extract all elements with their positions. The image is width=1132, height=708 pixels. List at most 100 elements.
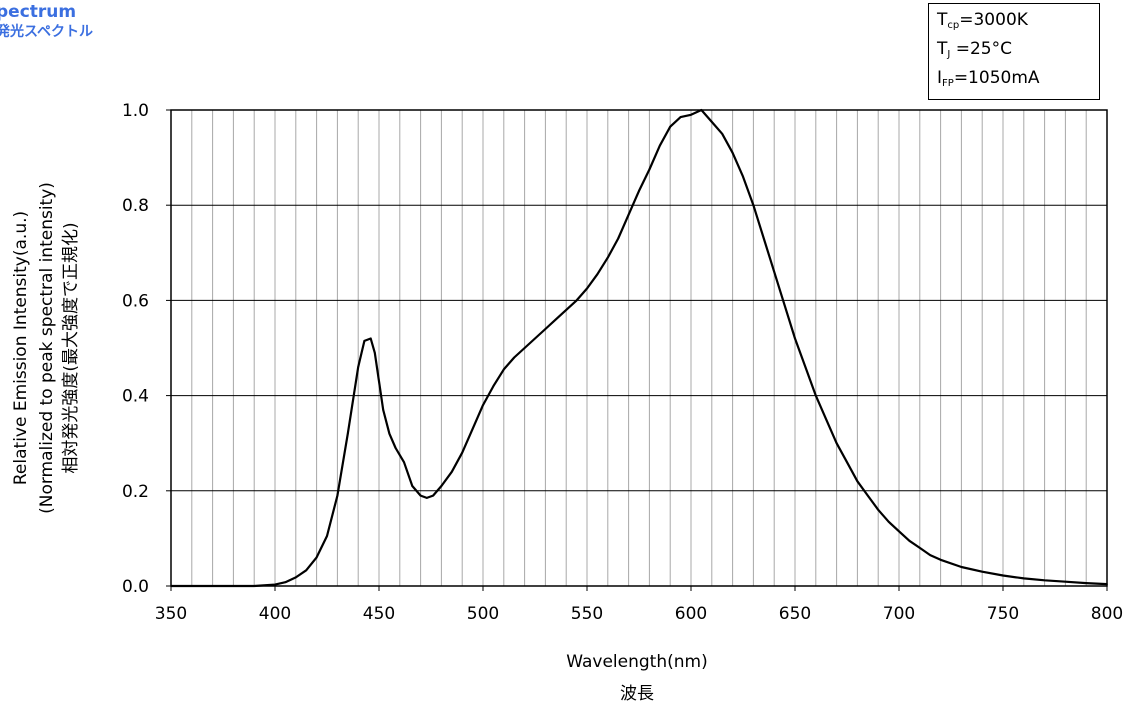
x-tick-label: 600 [675,604,707,624]
x-tick-label: 650 [779,604,811,624]
spectrum-point [607,256,609,259]
condition-ifp-symbol: I [937,68,943,88]
spectrum-point [419,494,422,497]
chart-ticks [166,109,1108,591]
spectrum-point [555,318,557,321]
spectrum-point [856,480,859,483]
plot-frame [170,109,1108,587]
x-tick-label: 500 [467,604,499,624]
spectrum-point [929,554,931,556]
spectrum-point [357,366,360,368]
spectrum-point [960,566,963,568]
chart-grid [171,110,1107,586]
spectrum-point [471,428,474,430]
spectrum-point [513,356,515,359]
spectrum-point [846,461,848,464]
y-tick-label: 0.2 [122,482,149,502]
spectrum-point [804,366,807,368]
spectrum-point [887,520,890,523]
spectrum-point [919,547,921,549]
spectrum-point [503,368,505,371]
condition-ifp-subscript: FP [942,78,954,89]
chart-labels: 350 400 450 500 550 600 650 700 750 800 0.0 0.2 0.4 0… [122,101,1123,624]
spectrum-point [825,418,827,421]
y-tick-label: 0.4 [122,387,149,407]
spectrum-point [763,237,765,240]
y-axis-title-line1: Relative Emission Intensity(a.u.) [11,211,31,485]
spectrum-point [534,337,536,340]
spectrum-point [374,351,376,354]
spectrum-point [284,581,287,583]
spectrum-point [711,121,713,123]
spectrum-point [1064,580,1067,583]
spectrum-point [939,559,942,561]
spectrum-point [336,494,339,497]
x-tick-label: 750 [987,604,1019,624]
spectrum-point [867,494,869,497]
spectrum-point [794,337,796,340]
condition-tcp-subscript: cp [947,20,960,31]
spectrum-point [617,237,619,240]
conditions-box: Tcp=3000K TJ =25°C IFP=1050mA [928,3,1100,100]
condition-tcp: Tcp=3000K [937,9,1028,31]
spectrum-point [981,570,983,573]
chart-series [170,108,1108,588]
spectrum-point [575,299,578,302]
page-title-line2: 発光スペクトル [0,24,94,40]
spectrum-point [586,287,588,290]
spectrum-point [369,337,372,340]
y-tick-label: 0.0 [122,577,149,597]
spectrum-point [690,113,692,116]
condition-tj: TJ =25°C [937,38,1012,60]
spectrum-point [742,175,744,178]
spectrum-point [274,583,276,586]
spectrum-point [315,556,318,559]
condition-tcp-value: =3000K [959,10,1028,30]
spectrum-point [669,125,671,128]
x-tick-label: 450 [363,604,395,624]
spectrum-point [482,404,484,406]
spectrum-point [411,485,414,487]
condition-tcp-symbol: T [937,10,948,30]
x-tick-label: 700 [883,604,915,624]
spectrum-point [721,133,723,135]
spectrum-point [908,539,911,542]
y-tick-label: 0.6 [122,291,149,311]
spectrum-point [295,576,297,579]
spectrum-point [432,494,434,497]
spectrum-point [492,385,495,387]
spectrum-point [783,304,786,306]
x-tick-label: 350 [155,604,187,624]
spectrum-point [1085,582,1087,584]
y-tick-label: 1.0 [122,101,149,121]
spectrum-point [394,447,397,449]
spectrum-point [648,168,651,171]
spectrum-point [877,509,879,511]
condition-tj-value: =25°C [950,39,1012,59]
spectrum-point [627,213,630,216]
y-axis-title-line3: 相対発光強度(最大強度で正規化) [61,222,81,473]
spectrum-point [898,530,900,533]
spectrum-point [523,347,526,349]
spectrum-point [305,569,308,572]
spectrum-point [1002,574,1004,577]
spectrum-point [815,394,817,397]
spectrum-point [565,309,567,311]
spectrum-point [440,485,443,487]
x-tick-label: 800 [1091,604,1123,624]
spectrum-point [378,380,380,383]
spectrum-point [659,144,661,147]
spectrum-point [426,497,428,499]
spectrum-point [731,152,734,154]
spectrum-point [403,461,405,464]
spectrum-point [326,535,328,537]
spectrum-point [461,451,464,454]
spectrum-point [544,328,547,330]
spectrum-point [596,273,599,276]
spectrum-point [382,409,384,411]
spectrum-point [835,442,838,445]
condition-ifp-value: =1050mA [953,68,1040,88]
condition-tj-subscript: J [947,49,951,60]
x-axis-title: Wavelength(nm) [566,652,707,672]
